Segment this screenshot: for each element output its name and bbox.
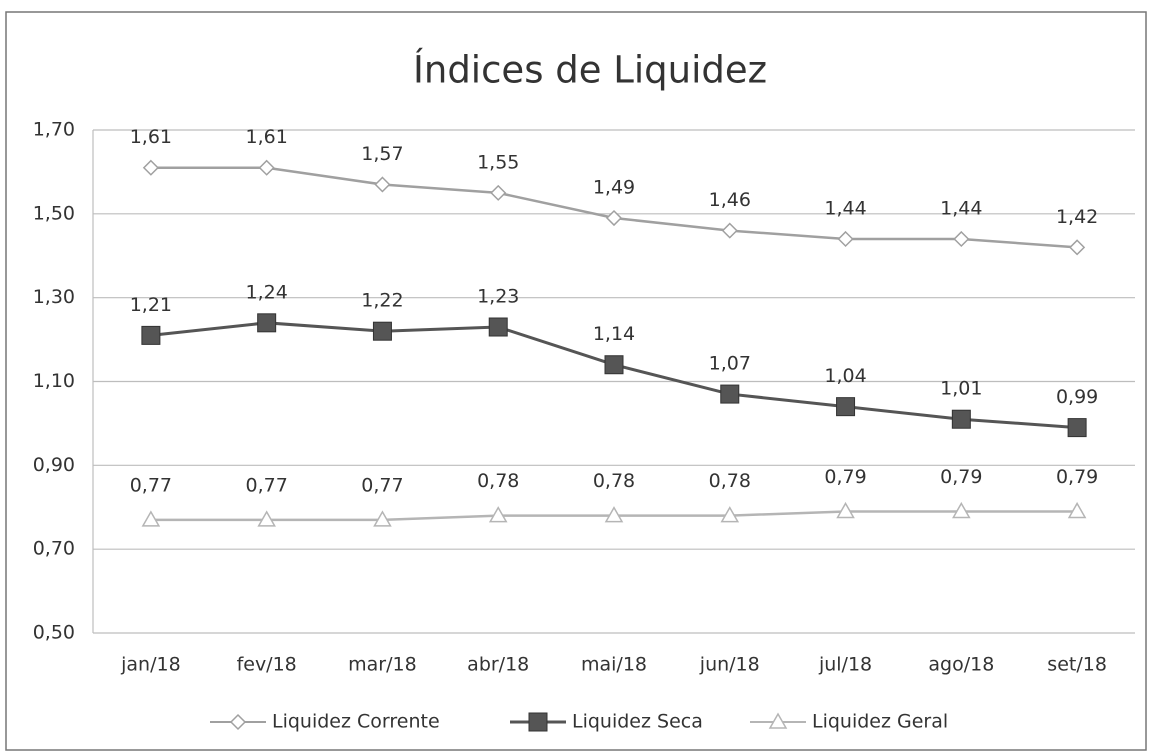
data-point (258, 159, 275, 176)
y-tick-label: 1,10 (33, 370, 75, 392)
data-point (836, 501, 855, 519)
data-label: 1,57 (361, 143, 403, 165)
data-point (720, 384, 740, 404)
data-point (257, 313, 277, 333)
data-label: 1,61 (130, 126, 172, 148)
data-point (951, 409, 971, 429)
data-label: 0,78 (709, 470, 751, 492)
data-label: 1,44 (824, 197, 866, 219)
x-tick-label: abr/18 (467, 654, 529, 676)
x-tick-label: jan/18 (120, 654, 181, 676)
data-label: 1,23 (477, 286, 519, 308)
y-tick-label: 0,50 (33, 622, 75, 644)
legend-marker (528, 712, 548, 732)
data-point (604, 506, 624, 523)
y-tick-label: 1,30 (33, 286, 75, 308)
data-label: 0,99 (1056, 386, 1098, 408)
data-label: 0,78 (593, 470, 635, 492)
data-point (1069, 239, 1086, 256)
data-label: 1,14 (593, 323, 635, 345)
y-tick-label: 0,90 (33, 454, 75, 476)
data-point (490, 184, 507, 201)
data-label: 1,61 (246, 126, 288, 148)
data-point (141, 510, 161, 527)
data-point (720, 506, 740, 523)
data-point (605, 209, 623, 227)
x-tick-label: fev/18 (237, 654, 297, 676)
data-label: 1,07 (709, 353, 751, 375)
data-point (1067, 501, 1087, 519)
y-tick-label: 1,50 (33, 202, 75, 224)
chart-title: Índices de Liquidez (413, 48, 767, 92)
data-label: 0,77 (361, 474, 403, 496)
chart-frame (5, 11, 1147, 751)
data-label: 1,01 (940, 378, 982, 400)
data-point (836, 397, 856, 417)
data-label: 0,77 (246, 474, 288, 496)
data-point (142, 159, 159, 176)
data-label: 0,77 (130, 474, 172, 496)
data-label: 1,46 (709, 189, 751, 211)
data-label: 0,78 (477, 470, 519, 492)
data-point (952, 501, 971, 519)
legend-label: Liquidez Geral (812, 711, 948, 733)
x-tick-label: jun/18 (699, 654, 760, 676)
data-point (141, 325, 161, 345)
y-tick-label: 1,70 (33, 119, 75, 141)
data-label: 1,55 (477, 151, 519, 173)
data-point (374, 176, 391, 193)
data-point (721, 222, 738, 239)
legend-label: Liquidez Seca (572, 711, 703, 733)
data-label: 1,42 (1056, 206, 1098, 228)
data-label: 1,22 (361, 290, 403, 312)
data-point (1067, 418, 1087, 438)
data-point (488, 506, 508, 523)
data-point (372, 321, 392, 341)
data-label: 1,49 (593, 177, 635, 199)
data-point (257, 510, 276, 527)
legend-label: Liquidez Corrente (272, 711, 440, 733)
data-label: 0,79 (940, 466, 982, 488)
data-label: 1,24 (246, 281, 288, 303)
data-point (953, 230, 970, 248)
legend-marker (768, 712, 788, 729)
data-point (604, 355, 624, 375)
data-label: 0,79 (1056, 466, 1098, 488)
legend-marker (229, 713, 247, 731)
data-point (488, 317, 508, 337)
data-label: 1,44 (940, 197, 982, 219)
data-label: 0,79 (824, 466, 866, 488)
data-label: 1,21 (130, 294, 172, 316)
x-tick-label: set/18 (1047, 654, 1107, 676)
data-point (373, 510, 392, 527)
x-tick-label: mar/18 (348, 654, 417, 676)
data-label: 1,04 (824, 365, 866, 387)
y-tick-label: 0,70 (33, 538, 75, 560)
x-tick-label: jul/18 (818, 654, 872, 676)
data-point (837, 230, 854, 248)
x-tick-label: ago/18 (928, 654, 994, 676)
x-tick-label: mai/18 (581, 654, 647, 676)
